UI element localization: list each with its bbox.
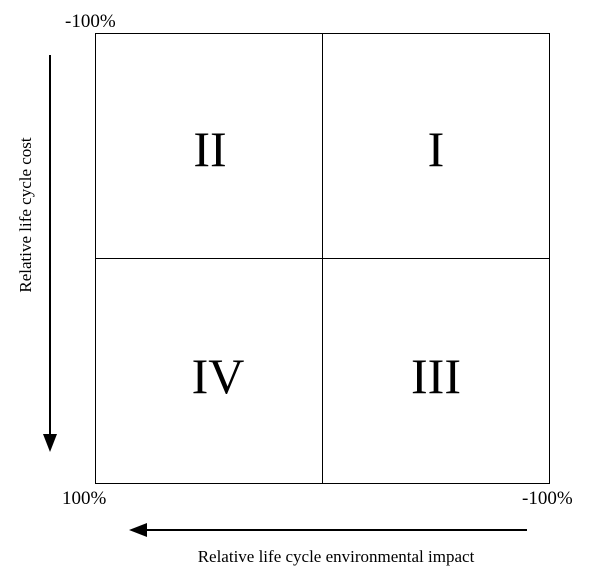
quadrant-label: I [428,121,445,177]
corner-label: -100% [65,11,116,32]
corner-label: -100% [522,488,573,509]
corner-label: 100% [62,488,107,509]
quadrant-label: III [411,348,461,404]
y-axis-label: Relative life cycle cost [16,137,35,293]
x-arrow-head [129,523,147,537]
x-axis-label: Relative life cycle environmental impact [198,547,475,566]
quadrant-label: II [193,121,226,177]
y-arrow-head [43,434,57,452]
quadrant-label: IV [192,348,245,404]
